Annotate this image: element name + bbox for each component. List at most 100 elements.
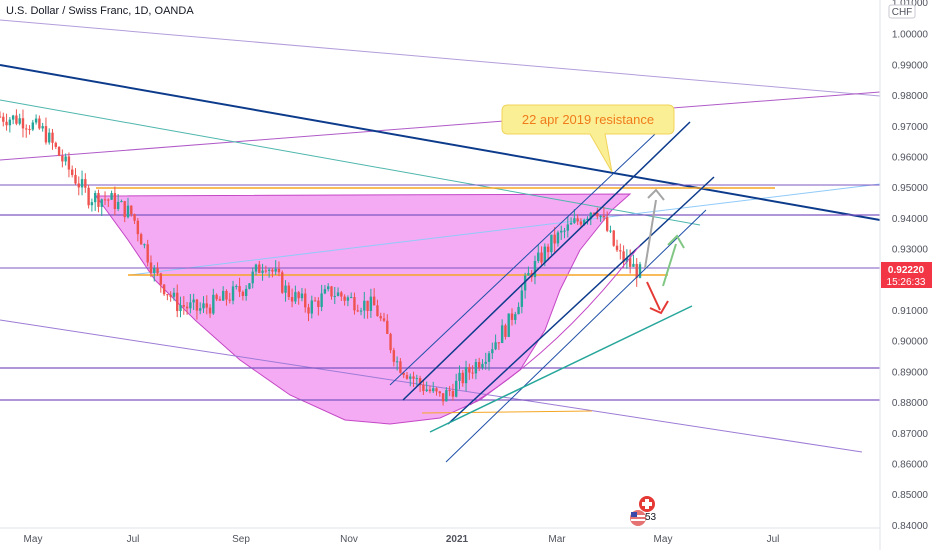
channel-upper-line[interactable] <box>402 121 691 401</box>
candle-body <box>550 234 553 253</box>
candle-body <box>622 251 625 263</box>
time-tick-label: 2021 <box>446 534 469 545</box>
candle-body <box>402 372 405 376</box>
trendline-upper-purple[interactable] <box>0 19 881 97</box>
candle-body <box>84 179 87 188</box>
currency-badge <box>888 4 916 19</box>
candle-body <box>438 391 441 394</box>
us-flag-icon[interactable] <box>630 510 646 526</box>
candle-body <box>599 216 602 218</box>
resistance-callout[interactable]: 22 apr 2019 resistance <box>501 104 675 173</box>
candle-body <box>281 272 284 293</box>
candle-body <box>271 269 274 272</box>
candle-body <box>589 212 592 219</box>
candle-body <box>290 297 294 302</box>
candle-body <box>11 115 15 120</box>
price-tick-label: 0.85000 <box>892 490 929 501</box>
candle-body <box>100 199 103 207</box>
candle-body <box>254 264 258 272</box>
trendline-rising-purple[interactable] <box>0 91 881 161</box>
orange-bottom-line[interactable] <box>421 410 593 414</box>
candle-body <box>139 234 143 245</box>
candle-body <box>448 390 451 392</box>
price-tick-label: 0.86000 <box>892 460 929 471</box>
price-tick-label: 0.87000 <box>892 429 929 440</box>
candle-body <box>628 257 632 267</box>
last-price-tag <box>881 262 932 288</box>
candle-body <box>307 307 310 314</box>
candle-body <box>123 201 126 218</box>
candle-body <box>366 300 369 311</box>
candle-body <box>474 362 478 374</box>
candle-body <box>379 316 382 319</box>
candle-body <box>609 230 612 232</box>
trendline-lower-purple[interactable] <box>0 319 863 453</box>
candle-body <box>159 273 163 285</box>
price-tick-label: 0.98000 <box>892 91 929 102</box>
candle-body <box>80 179 84 188</box>
candle-body <box>199 308 202 311</box>
candle-body <box>425 389 428 392</box>
candle-body <box>25 128 28 130</box>
price-axis[interactable]: 1.010001.000000.990000.980000.970000.960… <box>879 0 932 550</box>
time-tick-label: Mar <box>548 534 566 545</box>
arrow-red-down <box>646 281 669 315</box>
candle-body <box>605 217 609 231</box>
candle-body <box>418 378 422 385</box>
candle-body <box>323 289 327 294</box>
swiss-flag-icon[interactable] <box>639 496 655 512</box>
candle-body <box>172 292 176 297</box>
candle-body <box>244 288 248 297</box>
candle-body <box>54 142 57 147</box>
candle-body <box>274 268 277 272</box>
candle-body <box>310 300 313 314</box>
candle-body <box>455 380 458 397</box>
candle-body <box>143 244 146 246</box>
candle-body <box>576 218 579 222</box>
candle-body <box>563 230 566 232</box>
candle-body <box>21 118 25 129</box>
candle-body <box>208 307 212 314</box>
candle-body <box>491 349 494 354</box>
candle-body <box>251 271 254 284</box>
candle-body <box>451 391 455 397</box>
channel-outer-upper[interactable] <box>389 117 673 386</box>
candle-body <box>264 270 268 272</box>
candle-body <box>399 361 402 373</box>
candle-body <box>90 202 94 206</box>
candle-body <box>363 300 366 311</box>
candle-body <box>136 220 140 235</box>
trendline-dark-blue[interactable] <box>0 64 881 221</box>
candle-body <box>8 119 12 126</box>
channel-lower-line[interactable] <box>447 176 715 425</box>
candle-body <box>560 230 563 233</box>
candle-body <box>235 286 238 288</box>
candle-body <box>228 299 231 301</box>
candle-body <box>297 292 300 299</box>
candle-body <box>510 313 514 320</box>
green-support-line[interactable] <box>429 305 693 433</box>
candle-body <box>461 372 464 384</box>
candle-body <box>28 128 31 130</box>
time-tick-label: Nov <box>340 534 358 545</box>
time-tick-label: Jul <box>767 534 780 545</box>
candle-body <box>182 304 185 307</box>
candle-body <box>592 212 596 214</box>
trendline-green-thin[interactable] <box>0 99 701 226</box>
candle-body <box>523 275 527 291</box>
candle-body <box>514 314 517 320</box>
candle-body <box>107 199 110 201</box>
candle-body <box>353 297 356 311</box>
candle-body <box>340 292 343 297</box>
time-axis[interactable]: May Jul Sep Nov 2021 Mar May Jul <box>0 527 880 545</box>
plot-area[interactable]: 22 apr 2019 resistance 53 <box>0 19 881 526</box>
candle-body <box>97 193 100 207</box>
candle-body <box>497 342 501 344</box>
cup-inner-curve <box>469 244 641 406</box>
channel-outer-lower[interactable] <box>445 209 707 463</box>
trendline-light-blue[interactable] <box>129 183 881 276</box>
price-tick-label: 0.84000 <box>892 521 929 532</box>
candle-body <box>41 126 44 129</box>
candle-body <box>583 220 586 225</box>
